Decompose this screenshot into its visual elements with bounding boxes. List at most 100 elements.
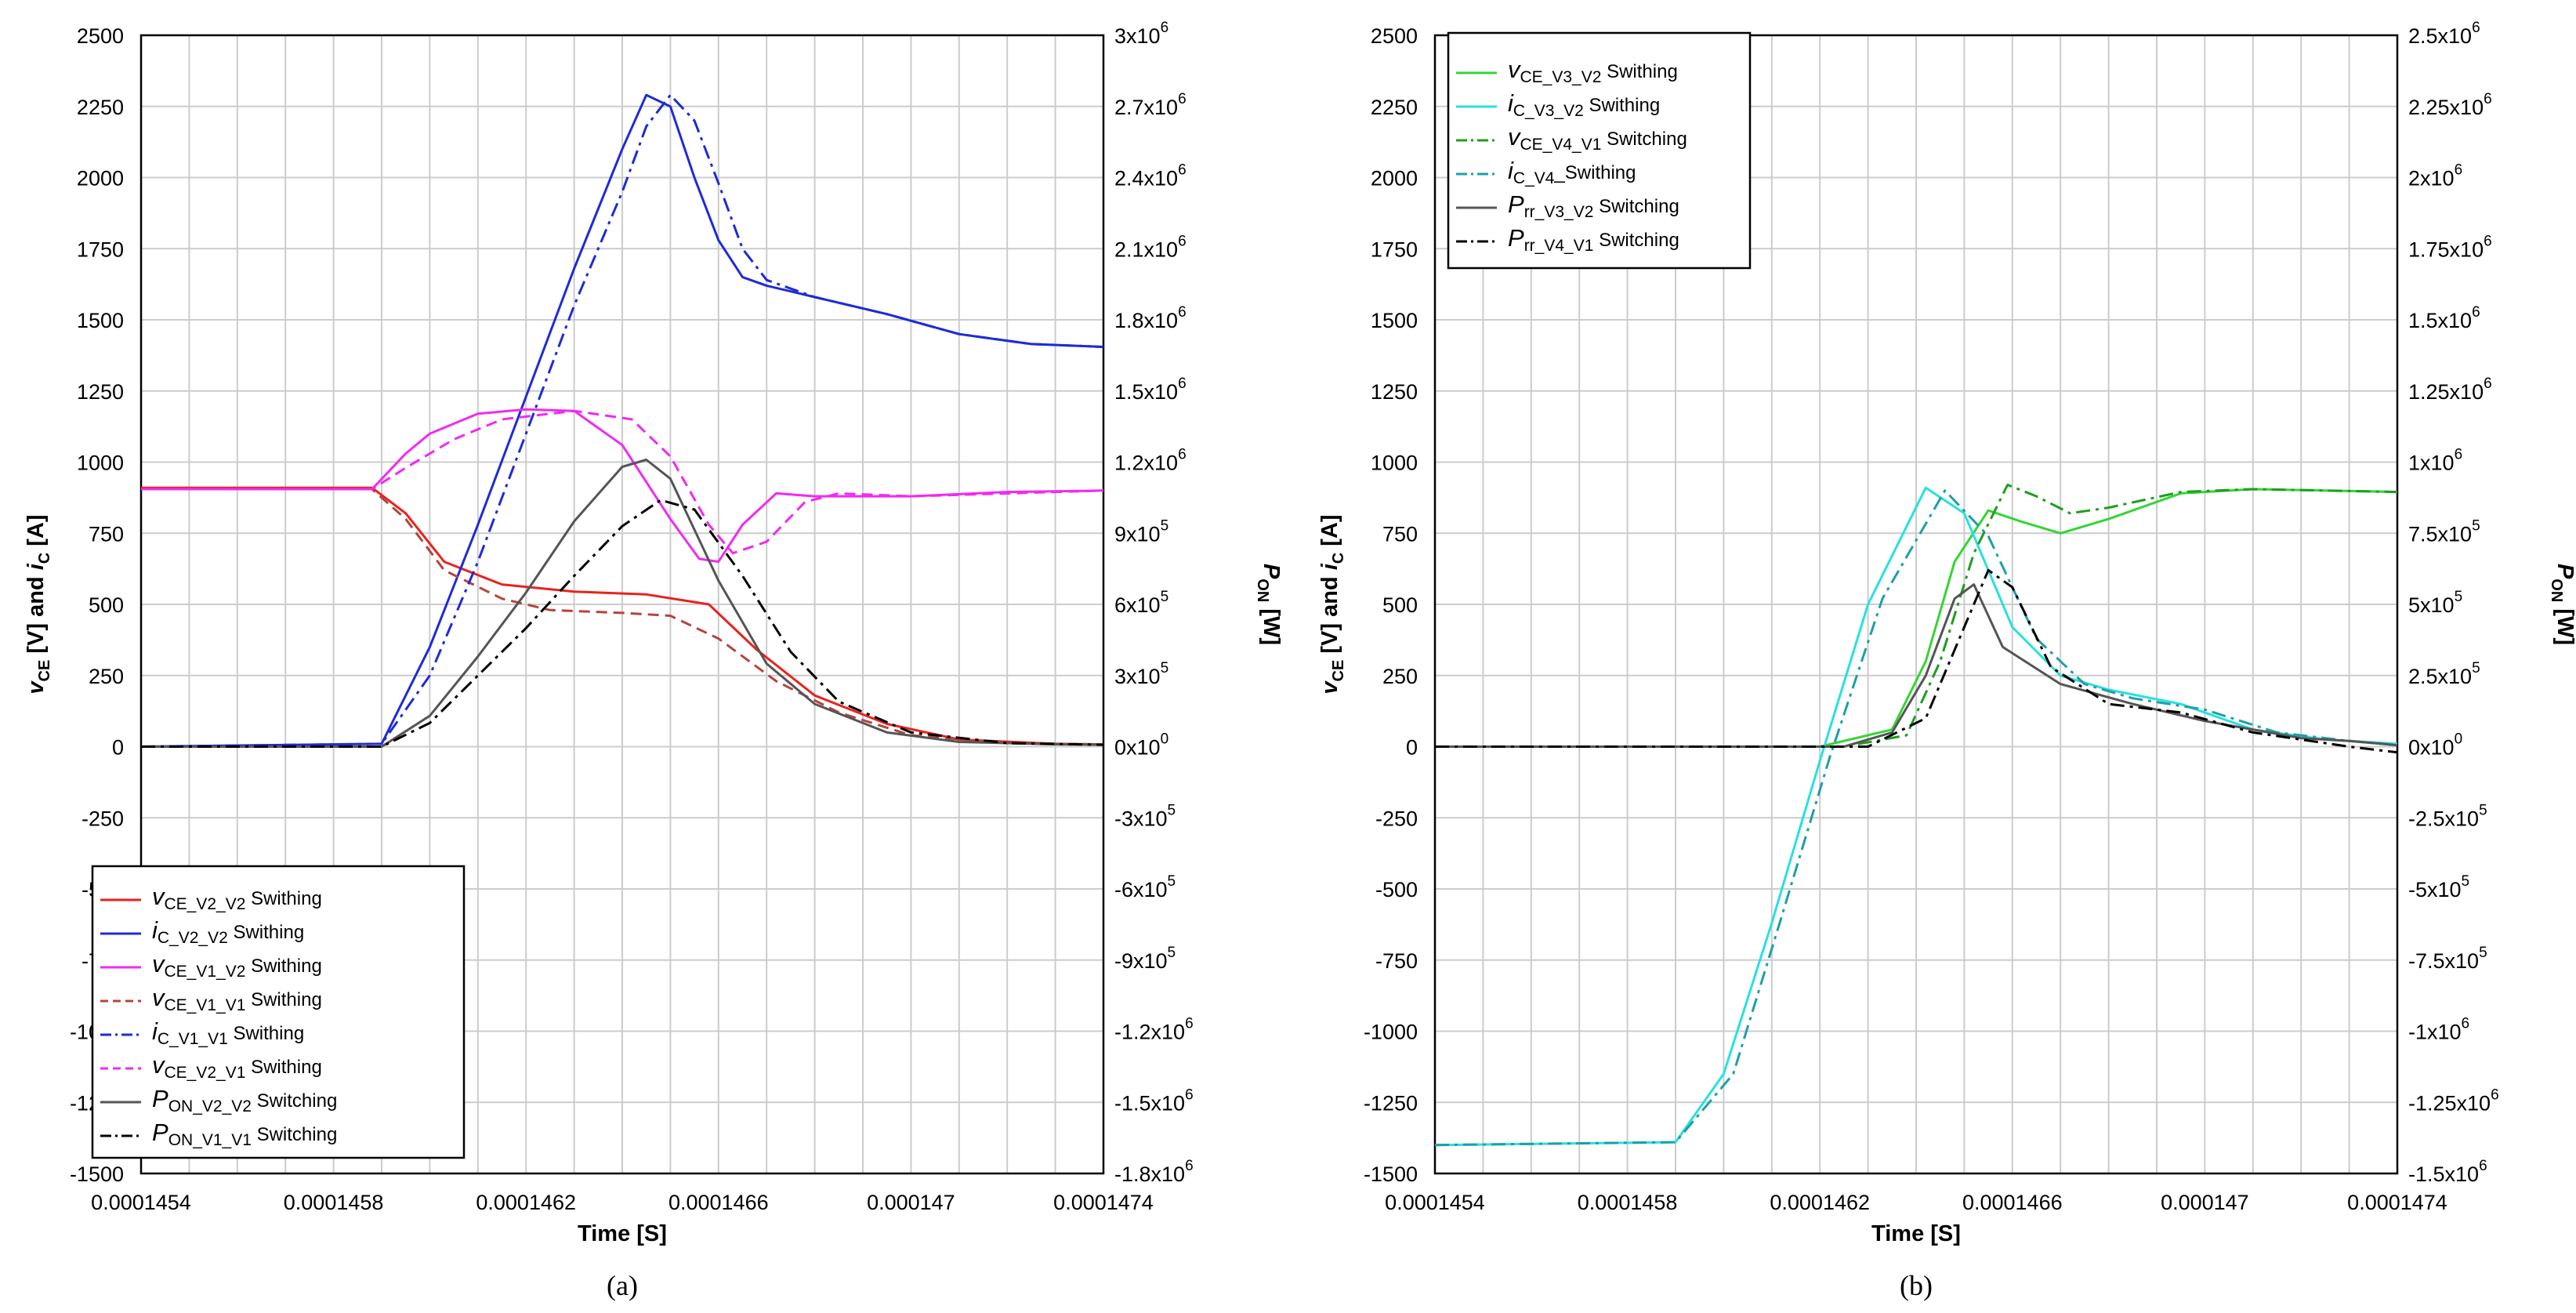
- y-right-tick-label: 3x106: [1114, 20, 1168, 48]
- chart-panel-b: 25002250200017501500125010007505002500-2…: [1317, 20, 2576, 1301]
- legend-entry: iC_V4_Swithing: [1508, 157, 1636, 187]
- series-line-prr_v3_v2-switching: [1435, 583, 2397, 748]
- legend-entry: vCE_V3_V2 Swithing: [1508, 56, 1678, 86]
- y-right-tick-label: 1.8x106: [1114, 304, 1187, 332]
- x-tick-label: 0.0001466: [1962, 1191, 2063, 1214]
- series-line-pon_v2_v2-switching: [141, 459, 1103, 748]
- y-left-tick-label: 0: [1406, 736, 1418, 760]
- y-left-tick-label: 2000: [1371, 167, 1418, 190]
- figure-caption: (a): [607, 1270, 638, 1301]
- series-line-pon_v1_v1-switching: [141, 499, 1103, 748]
- legend-entry: iC_V3_V2 Swithing: [1508, 89, 1660, 120]
- y-right-tick-label: 3x105: [1114, 660, 1168, 688]
- y-right-tick-label: -1.5x106: [1114, 1086, 1194, 1115]
- x-tick-label: 0.0001474: [1053, 1191, 1154, 1214]
- y-right-tick-label: 7.5x105: [2408, 517, 2480, 546]
- x-tick-label: 0.0001454: [91, 1191, 191, 1214]
- y-right-tick-label: 2.5x105: [2408, 660, 2480, 688]
- y-left-tick-label: -250: [82, 807, 124, 830]
- y-left-tick-label: 1250: [77, 380, 124, 404]
- series-line-vce_v1_v1-swithing: [141, 488, 1103, 746]
- y-left-axis-label: vCE [V] and iC [A]: [24, 514, 53, 694]
- series-line-vce_v4_v1-switching: [1435, 484, 2397, 748]
- series-line-ic_v1_v1-swithing: [141, 93, 1103, 748]
- x-tick-label: 0.0001466: [668, 1191, 769, 1214]
- legend-entry: iC_V2_V2 Swithing: [152, 916, 304, 947]
- x-tick-label: 0.0001462: [476, 1191, 576, 1214]
- y-right-tick-label: -1.25x106: [2408, 1086, 2499, 1115]
- y-left-tick-label: 2500: [1371, 24, 1418, 48]
- legend-entry: Prr_V3_V2 Switching: [1508, 190, 1679, 221]
- y-left-tick-label: 500: [1382, 593, 1418, 617]
- y-left-tick-label: 250: [1382, 665, 1418, 688]
- y-right-tick-label: -1.8x106: [1114, 1158, 1194, 1186]
- x-tick-label: 0.000147: [867, 1191, 955, 1214]
- x-tick-label: 0.000147: [2161, 1191, 2249, 1214]
- y-left-tick-label: 750: [89, 522, 124, 546]
- legend-entry: PON_V1_V1 Switching: [152, 1119, 337, 1149]
- y-right-tick-label: 0x100: [1114, 731, 1168, 760]
- series-line-ic_v4_swithing: [1435, 489, 2397, 1147]
- y-left-tick-label: 2250: [1371, 96, 1418, 119]
- y-right-tick-label: 2.1x106: [1114, 233, 1187, 261]
- y-left-tick-label: -750: [1375, 949, 1418, 973]
- y-right-tick-label: 9x105: [1114, 517, 1168, 546]
- y-right-tick-label: 1x106: [2408, 447, 2462, 475]
- legend-entry: vCE_V1_V2 Swithing: [152, 950, 322, 981]
- x-tick-label: 0.0001458: [1578, 1191, 1678, 1214]
- y-left-axis-label: vCE [V] and iC [A]: [1317, 514, 1347, 694]
- x-axis-label: Time [S]: [1871, 1221, 1961, 1246]
- y-right-tick-label: 1.75x106: [2408, 233, 2492, 261]
- x-tick-label: 0.0001462: [1770, 1191, 1870, 1214]
- y-left-tick-label: 1250: [1371, 380, 1418, 404]
- y-right-tick-label: 2.4x106: [1114, 162, 1187, 190]
- y-right-tick-label: 2.5x106: [2408, 20, 2480, 48]
- x-tick-label: 0.0001458: [284, 1191, 384, 1214]
- y-left-tick-label: 1500: [77, 309, 124, 332]
- y-right-tick-label: 0x100: [2408, 731, 2462, 760]
- legend-entry: iC_V1_V1 Swithing: [152, 1017, 304, 1048]
- y-right-tick-label: -3x105: [1114, 802, 1176, 830]
- legend-box: [1447, 31, 1752, 270]
- y-left-tick-label: -1000: [1364, 1021, 1418, 1044]
- y-right-tick-label: -1.5x106: [2408, 1158, 2487, 1186]
- y-right-tick-label: 5x105: [2408, 589, 2462, 617]
- y-right-tick-label: -1.2x106: [1114, 1016, 1194, 1044]
- y-right-axis-label: PON [W]: [1254, 564, 1284, 645]
- y-left-tick-label: 2000: [77, 167, 124, 190]
- y-right-tick-label: -9x105: [1114, 945, 1176, 973]
- y-left-tick-label: -1500: [70, 1162, 124, 1186]
- y-right-tick-label: -5x105: [2408, 873, 2469, 901]
- series-line-ic_v3_v2-swithing: [1435, 486, 2397, 1147]
- y-right-tick-label: -2.5x105: [2408, 802, 2487, 830]
- legend-entry: Prr_V4_V1 Switching: [1508, 224, 1679, 255]
- y-right-tick-label: -1x106: [2408, 1016, 2469, 1044]
- series-line-vce_v1_v2-swithing: [141, 408, 1103, 564]
- y-right-tick-label: 1.5x106: [2408, 304, 2480, 332]
- plot-frame: [139, 34, 1105, 1175]
- legend-entry: vCE_V4_V1 Switching: [1508, 123, 1687, 154]
- y-left-tick-label: -1500: [1364, 1162, 1418, 1186]
- y-left-tick-label: 2500: [77, 24, 124, 48]
- x-tick-label: 0.0001474: [2347, 1191, 2447, 1214]
- y-left-tick-label: 1750: [1371, 238, 1418, 261]
- y-left-tick-label: -1250: [1364, 1091, 1418, 1115]
- y-right-tick-label: 2.7x106: [1114, 91, 1187, 119]
- series-line-vce_v2_v2-swithing: [141, 486, 1103, 746]
- y-left-tick-label: 1000: [77, 452, 124, 475]
- y-right-axis-label: PON [W]: [2548, 564, 2576, 645]
- y-right-tick-label: 6x105: [1114, 589, 1168, 617]
- y-left-tick-label: -250: [1375, 807, 1418, 830]
- y-right-tick-label: -7.5x105: [2408, 945, 2487, 973]
- y-left-tick-label: -500: [1375, 878, 1418, 901]
- y-left-tick-label: 500: [89, 593, 124, 617]
- y-right-tick-label: -6x105: [1114, 873, 1176, 901]
- y-right-tick-label: 1.5x106: [1114, 375, 1187, 404]
- figure-caption: (b): [1900, 1270, 1933, 1301]
- y-left-tick-label: 0: [112, 736, 124, 760]
- legend-entry: vCE_V2_V2 Swithing: [152, 883, 322, 913]
- y-right-tick-label: 2.25x106: [2408, 91, 2492, 119]
- legend-box: [91, 865, 466, 1159]
- legend-entry: vCE_V2_V1 Swithing: [152, 1051, 322, 1082]
- y-left-tick-label: 250: [89, 665, 124, 688]
